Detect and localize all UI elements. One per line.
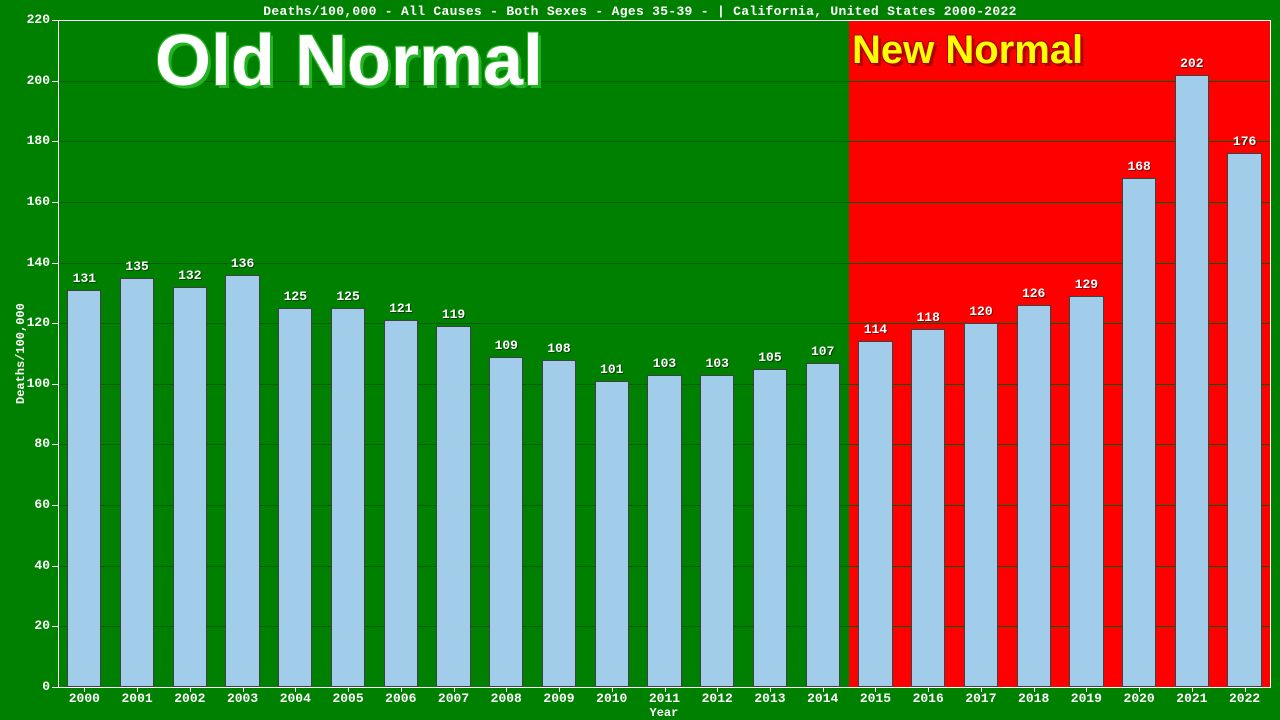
x-tick-label: 2009 bbox=[533, 691, 586, 706]
axis-line bbox=[1270, 20, 1271, 687]
bar bbox=[384, 320, 418, 687]
bar bbox=[173, 287, 207, 687]
axis-line bbox=[58, 687, 1271, 688]
bar-value-label: 125 bbox=[322, 289, 375, 304]
x-tick-label: 2000 bbox=[58, 691, 111, 706]
x-tick-label: 2011 bbox=[638, 691, 691, 706]
x-tick-label: 2014 bbox=[796, 691, 849, 706]
y-gridline bbox=[58, 141, 1271, 142]
bar-value-label: 131 bbox=[58, 271, 111, 286]
x-tick-label: 2010 bbox=[585, 691, 638, 706]
bar-value-label: 136 bbox=[216, 256, 269, 271]
bar-value-label: 114 bbox=[849, 322, 902, 337]
x-tick-label: 2019 bbox=[1060, 691, 1113, 706]
old-normal-text: Old Normal bbox=[155, 20, 543, 102]
y-axis-label: Deaths/100,000 bbox=[14, 303, 28, 404]
bar bbox=[1017, 305, 1051, 687]
bar bbox=[225, 275, 259, 687]
bar-value-label: 132 bbox=[163, 268, 216, 283]
x-tick-label: 2017 bbox=[955, 691, 1008, 706]
bar bbox=[1175, 75, 1209, 687]
bar-value-label: 109 bbox=[480, 338, 533, 353]
bar-value-label: 176 bbox=[1218, 134, 1271, 149]
bar bbox=[806, 363, 840, 687]
bar-value-label: 103 bbox=[638, 356, 691, 371]
axis-line bbox=[58, 20, 59, 687]
bar bbox=[1122, 178, 1156, 687]
x-tick-label: 2021 bbox=[1166, 691, 1219, 706]
bar bbox=[542, 360, 576, 687]
y-tick-label: 60 bbox=[0, 497, 50, 512]
chart: Deaths/100,000 - All Causes - Both Sexes… bbox=[0, 0, 1280, 720]
bar bbox=[331, 308, 365, 687]
bar-value-label: 101 bbox=[585, 362, 638, 377]
bar-value-label: 168 bbox=[1113, 159, 1166, 174]
bar bbox=[700, 375, 734, 687]
new-normal-text: New Normal bbox=[852, 28, 1083, 73]
bar-value-label: 119 bbox=[427, 307, 480, 322]
x-tick-label: 2016 bbox=[902, 691, 955, 706]
bar-value-label: 135 bbox=[111, 259, 164, 274]
bar bbox=[753, 369, 787, 687]
x-tick-label: 2012 bbox=[691, 691, 744, 706]
y-tick-label: 180 bbox=[0, 133, 50, 148]
x-tick-label: 2001 bbox=[111, 691, 164, 706]
x-tick-label: 2005 bbox=[322, 691, 375, 706]
bar-value-label: 107 bbox=[796, 344, 849, 359]
bar bbox=[67, 290, 101, 687]
bar-value-label: 125 bbox=[269, 289, 322, 304]
bar bbox=[911, 329, 945, 687]
bar bbox=[436, 326, 470, 687]
x-tick-label: 2022 bbox=[1218, 691, 1271, 706]
bar-value-label: 103 bbox=[691, 356, 744, 371]
bar bbox=[964, 323, 998, 687]
x-tick-label: 2008 bbox=[480, 691, 533, 706]
bar-value-label: 126 bbox=[1007, 286, 1060, 301]
x-tick-label: 2006 bbox=[374, 691, 427, 706]
y-tick-label: 0 bbox=[0, 679, 50, 694]
bar-value-label: 118 bbox=[902, 310, 955, 325]
x-tick-label: 2007 bbox=[427, 691, 480, 706]
y-tick-label: 80 bbox=[0, 436, 50, 451]
x-axis-label: Year bbox=[650, 706, 679, 720]
bar bbox=[647, 375, 681, 687]
x-tick-label: 2002 bbox=[163, 691, 216, 706]
x-tick-label: 2004 bbox=[269, 691, 322, 706]
y-tick-label: 140 bbox=[0, 255, 50, 270]
y-tick-label: 160 bbox=[0, 194, 50, 209]
x-tick-label: 2015 bbox=[849, 691, 902, 706]
y-tick-label: 40 bbox=[0, 558, 50, 573]
bar bbox=[489, 357, 523, 687]
bar-value-label: 202 bbox=[1166, 56, 1219, 71]
bar bbox=[278, 308, 312, 687]
x-tick-label: 2020 bbox=[1113, 691, 1166, 706]
bar-value-label: 108 bbox=[533, 341, 586, 356]
y-tick-label: 200 bbox=[0, 73, 50, 88]
bar bbox=[1069, 296, 1103, 687]
plot-area: 1311351321361251251211191091081011031031… bbox=[58, 20, 1271, 687]
bar bbox=[120, 278, 154, 687]
y-tick-label: 20 bbox=[0, 618, 50, 633]
y-gridline bbox=[58, 202, 1271, 203]
x-tick-label: 2018 bbox=[1007, 691, 1060, 706]
chart-title: Deaths/100,000 - All Causes - Both Sexes… bbox=[0, 4, 1280, 19]
x-tick-label: 2013 bbox=[744, 691, 797, 706]
bar bbox=[1227, 153, 1261, 687]
bar-value-label: 120 bbox=[955, 304, 1008, 319]
bar-value-label: 129 bbox=[1060, 277, 1113, 292]
bar bbox=[595, 381, 629, 687]
x-tick-label: 2003 bbox=[216, 691, 269, 706]
bar-value-label: 105 bbox=[744, 350, 797, 365]
bar bbox=[858, 341, 892, 687]
bar-value-label: 121 bbox=[374, 301, 427, 316]
